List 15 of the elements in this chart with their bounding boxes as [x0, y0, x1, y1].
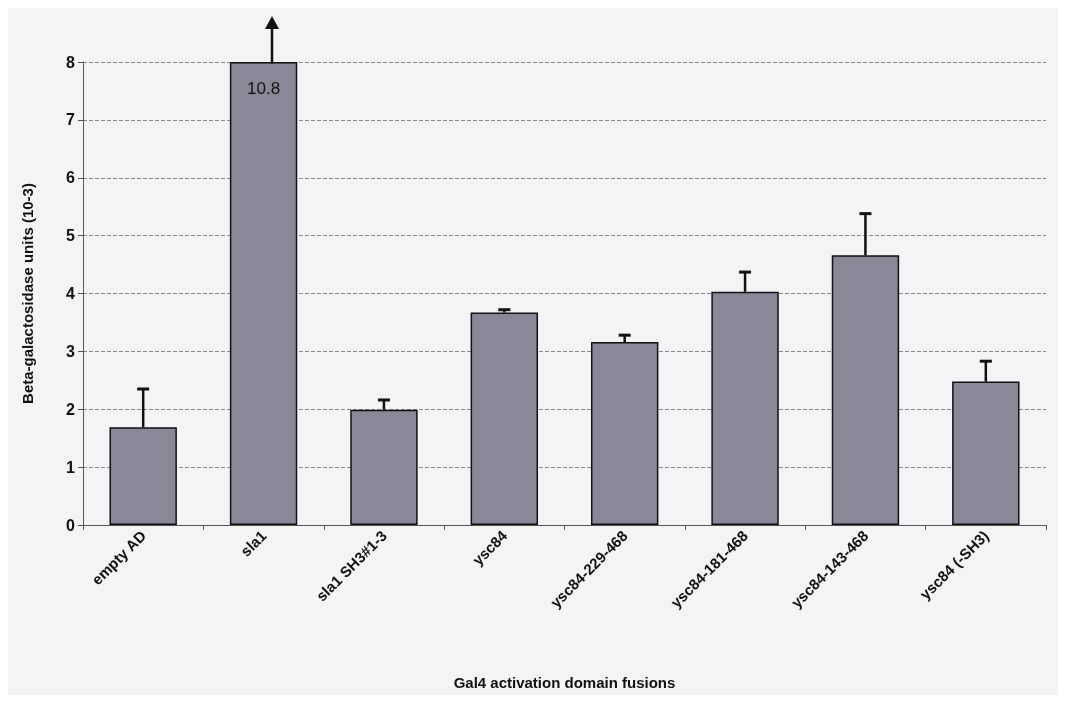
y-tick-label: 0: [66, 516, 76, 534]
y-tick-label: 6: [66, 169, 76, 187]
bar: [470, 312, 539, 525]
bar: [229, 62, 298, 525]
y-tick-label: 7: [66, 111, 76, 129]
y-tick-label: 5: [66, 227, 76, 245]
y-axis-title: Beta-galactosidase units (10-3): [19, 183, 36, 404]
annotation: 10.8: [247, 78, 281, 98]
x-tick-label: sla1: [236, 526, 270, 560]
y-tick-label: 8: [66, 53, 76, 71]
x-axis-title: Gal4 activation domain fusions: [453, 674, 676, 691]
y-tick-label: 2: [66, 400, 76, 418]
y-tick-label: 3: [66, 342, 76, 360]
y-tick-label: 4: [66, 285, 76, 302]
y-tick-label: 1: [66, 458, 76, 476]
